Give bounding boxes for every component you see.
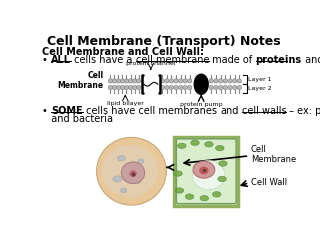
Circle shape: [112, 85, 116, 90]
Circle shape: [124, 85, 129, 90]
Circle shape: [183, 79, 187, 83]
Text: SOME: SOME: [51, 106, 83, 116]
Ellipse shape: [117, 156, 125, 161]
Ellipse shape: [216, 145, 224, 151]
Text: – ex: plants, fungi: – ex: plants, fungi: [286, 106, 320, 116]
Circle shape: [120, 85, 124, 90]
Ellipse shape: [133, 179, 140, 184]
Circle shape: [228, 85, 232, 90]
Circle shape: [214, 85, 218, 90]
Circle shape: [160, 85, 164, 90]
Circle shape: [108, 85, 113, 90]
Circle shape: [237, 85, 242, 90]
Circle shape: [237, 79, 242, 83]
Circle shape: [120, 79, 124, 83]
FancyBboxPatch shape: [176, 139, 236, 204]
Text: Layer 1: Layer 1: [248, 77, 271, 82]
Ellipse shape: [121, 188, 127, 193]
Text: •: •: [42, 106, 51, 116]
Circle shape: [223, 79, 228, 83]
Circle shape: [165, 79, 169, 83]
Circle shape: [116, 79, 121, 83]
Ellipse shape: [192, 161, 225, 190]
Text: Cell Membrane (Transport) Notes: Cell Membrane (Transport) Notes: [47, 35, 281, 48]
Circle shape: [209, 85, 213, 90]
Circle shape: [169, 85, 174, 90]
Ellipse shape: [178, 143, 186, 149]
Ellipse shape: [140, 169, 145, 173]
Text: lipid bilayer: lipid bilayer: [107, 101, 144, 106]
Ellipse shape: [138, 159, 144, 163]
Ellipse shape: [194, 74, 208, 94]
Circle shape: [116, 85, 121, 90]
Ellipse shape: [205, 142, 213, 147]
Ellipse shape: [193, 161, 215, 178]
Circle shape: [136, 79, 141, 83]
Ellipse shape: [97, 137, 166, 205]
Ellipse shape: [113, 176, 122, 182]
Circle shape: [228, 79, 232, 83]
Circle shape: [179, 79, 183, 83]
Circle shape: [169, 79, 174, 83]
Text: Cell Wall: Cell Wall: [251, 178, 287, 187]
Text: cell membrane: cell membrane: [136, 55, 209, 65]
Circle shape: [108, 79, 113, 83]
FancyBboxPatch shape: [174, 137, 238, 206]
Text: proteins: proteins: [256, 55, 302, 65]
Circle shape: [188, 79, 192, 83]
Ellipse shape: [218, 176, 226, 182]
Circle shape: [160, 79, 164, 83]
Text: and bacteria: and bacteria: [45, 114, 113, 124]
Ellipse shape: [199, 167, 209, 174]
Circle shape: [218, 79, 223, 83]
Circle shape: [112, 79, 116, 83]
Circle shape: [232, 85, 237, 90]
Text: ALL: ALL: [51, 55, 71, 65]
Text: Cell
Membrane: Cell Membrane: [251, 145, 296, 164]
Circle shape: [183, 85, 187, 90]
Circle shape: [188, 85, 192, 90]
Text: Cell
Membrane: Cell Membrane: [57, 71, 104, 90]
Ellipse shape: [191, 140, 199, 145]
Circle shape: [132, 79, 137, 83]
Circle shape: [223, 85, 228, 90]
Text: and: and: [302, 55, 320, 65]
Text: protein pump: protein pump: [180, 102, 222, 107]
Circle shape: [128, 85, 133, 90]
Circle shape: [232, 79, 237, 83]
Circle shape: [209, 79, 213, 83]
Text: cells have cell membranes: cells have cell membranes: [83, 106, 220, 116]
Text: Cell Membrane and Cell Wall:: Cell Membrane and Cell Wall:: [42, 47, 204, 56]
Ellipse shape: [200, 196, 209, 201]
Ellipse shape: [129, 170, 137, 177]
Ellipse shape: [121, 162, 145, 184]
Text: and: and: [220, 106, 238, 116]
Circle shape: [136, 85, 141, 90]
Circle shape: [174, 85, 178, 90]
Ellipse shape: [185, 194, 194, 199]
Ellipse shape: [212, 192, 221, 197]
Circle shape: [128, 79, 133, 83]
Text: •: •: [42, 55, 51, 65]
Ellipse shape: [102, 145, 158, 198]
Circle shape: [124, 79, 129, 83]
Text: Layer 2: Layer 2: [248, 86, 271, 91]
Circle shape: [218, 85, 223, 90]
Text: protein channel: protein channel: [126, 61, 176, 66]
Ellipse shape: [174, 171, 182, 176]
Ellipse shape: [219, 161, 227, 166]
Text: cell walls: cell walls: [242, 106, 286, 116]
Circle shape: [165, 85, 169, 90]
Circle shape: [214, 79, 218, 83]
Circle shape: [132, 85, 137, 90]
Circle shape: [174, 79, 178, 83]
Text: cells have a: cells have a: [71, 55, 136, 65]
Ellipse shape: [175, 188, 184, 193]
Circle shape: [179, 85, 183, 90]
Text: made of: made of: [209, 55, 256, 65]
